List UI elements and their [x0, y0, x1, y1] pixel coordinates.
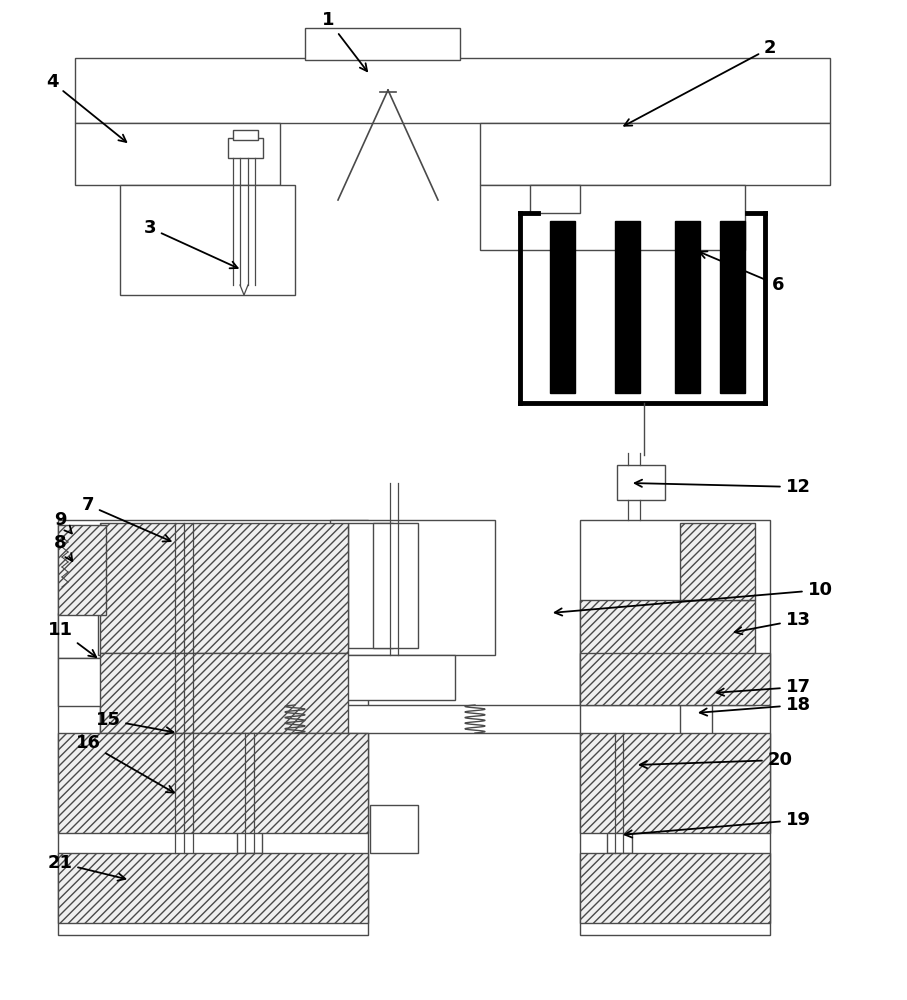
Text: 19: 19 [625, 811, 811, 838]
Bar [58, 520, 368, 935]
Bar [580, 853, 770, 923]
Bar [373, 523, 418, 648]
Bar [370, 805, 418, 853]
Bar [100, 653, 348, 733]
Text: 12: 12 [635, 478, 811, 496]
Text: 7: 7 [82, 496, 171, 541]
Bar [480, 123, 830, 185]
Bar [348, 523, 393, 648]
Bar [580, 653, 770, 705]
Text: 11: 11 [47, 621, 96, 657]
Text: 10: 10 [555, 581, 833, 616]
Bar [580, 520, 770, 935]
Text: 17: 17 [717, 678, 811, 696]
Bar [607, 821, 632, 853]
Bar [228, 138, 263, 158]
Text: 20: 20 [639, 751, 793, 769]
Bar [100, 523, 348, 653]
Text: 2: 2 [624, 39, 776, 126]
Bar [680, 523, 755, 600]
Bar [550, 221, 575, 393]
Bar [58, 658, 158, 706]
Text: 4: 4 [45, 73, 126, 142]
Bar [580, 600, 755, 705]
Bar [330, 520, 495, 655]
Bar [617, 465, 665, 500]
Bar [530, 185, 580, 213]
Bar [100, 705, 680, 733]
Bar [345, 655, 455, 700]
Text: 16: 16 [75, 734, 174, 793]
Bar [58, 613, 106, 658]
Text: 8: 8 [54, 534, 73, 561]
Bar [233, 130, 258, 140]
Bar [237, 821, 262, 853]
Bar [58, 853, 368, 923]
Text: 3: 3 [143, 219, 238, 268]
Text: 15: 15 [95, 711, 173, 734]
Bar [615, 221, 640, 393]
Bar [98, 613, 148, 655]
Text: 9: 9 [54, 511, 72, 533]
Bar [120, 185, 295, 295]
Bar [480, 185, 745, 250]
Text: 6: 6 [699, 251, 785, 294]
Bar [680, 689, 712, 734]
Bar [58, 733, 368, 833]
Bar [580, 733, 770, 833]
Text: 1: 1 [322, 11, 367, 71]
Bar [305, 28, 460, 60]
Text: 18: 18 [700, 696, 811, 716]
Bar [675, 221, 700, 393]
Bar [75, 58, 830, 123]
Bar [75, 123, 280, 185]
Bar [720, 221, 745, 393]
Text: 21: 21 [47, 854, 125, 881]
Text: 13: 13 [735, 611, 811, 634]
Bar [58, 525, 106, 615]
